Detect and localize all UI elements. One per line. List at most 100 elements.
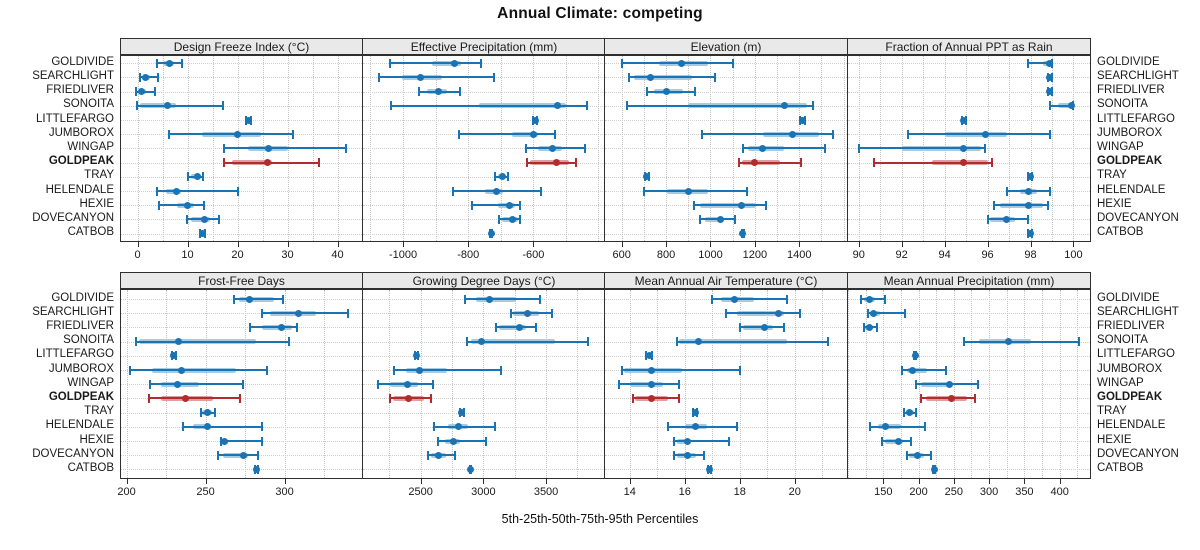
whisker-cap [868, 422, 871, 432]
median-dot [178, 366, 186, 374]
whisker-cap [214, 408, 217, 418]
grid-line [1024, 290, 1026, 478]
row-guide [121, 105, 362, 107]
median-dot [203, 409, 211, 417]
percentile-whisker [233, 298, 283, 300]
station-label-right: TRAY [1097, 405, 1127, 418]
row-guide [121, 398, 362, 400]
whisker-cap [672, 450, 675, 460]
whisker-cap [1005, 186, 1008, 196]
station-label-right: SEARCHLIGHT [1097, 69, 1179, 82]
row-guide [848, 299, 1090, 300]
percentile-whisker [526, 161, 577, 164]
median-dot [508, 215, 516, 223]
station-label-left: DOVECANYON [32, 447, 114, 460]
tick-mark [337, 242, 339, 247]
percentile-whisker [921, 397, 975, 400]
tick-mark [187, 242, 189, 247]
median-dot [692, 423, 700, 431]
whisker-cap [746, 186, 749, 196]
grid-line [900, 290, 902, 478]
median-dot [244, 116, 252, 124]
row-guide [848, 219, 1090, 221]
whisker-cap [764, 200, 767, 210]
whisker-cap [1048, 101, 1051, 111]
tick-mark [858, 242, 860, 247]
station-label-right: HEXIE [1097, 197, 1132, 210]
row-guide [848, 233, 1090, 235]
whisker-cap [800, 158, 803, 168]
row-guide [848, 455, 1090, 457]
whisker-cap [678, 379, 681, 389]
tick-mark [901, 242, 903, 247]
median-dot [981, 130, 989, 138]
whisker-cap [672, 436, 675, 446]
median-dot [869, 309, 877, 317]
whisker-cap [484, 436, 487, 446]
station-label-left: DOVECANYON [32, 211, 114, 224]
whisker-cap [915, 408, 918, 418]
whisker-cap [642, 186, 645, 196]
station-label-right: GOLDPEAK [1097, 155, 1163, 168]
median-dot [506, 201, 514, 209]
row-guide [848, 469, 1090, 471]
median-dot [233, 130, 241, 138]
whisker-cap [910, 436, 913, 446]
whisker-cap [153, 87, 156, 97]
grid-line [989, 290, 991, 478]
median-dot [412, 352, 420, 360]
whisker-cap [377, 379, 380, 389]
tick-mark [1059, 479, 1061, 484]
whisker-cap [923, 422, 926, 432]
median-dot [1027, 230, 1035, 238]
whisker-cap [727, 436, 730, 446]
median-dot [492, 187, 500, 195]
whisker-cap [986, 214, 989, 224]
strip: Fraction of Annual PPT as Rain [847, 38, 1091, 55]
tick-label: 600 [612, 249, 631, 261]
whisker-cap [156, 58, 158, 68]
whisker-cap [823, 143, 826, 153]
percentile-whisker [223, 147, 346, 150]
row-guide [363, 91, 605, 93]
whisker-cap [344, 143, 347, 153]
strip: Design Freeze Index (°C) [120, 38, 363, 55]
whisker-cap [458, 129, 461, 139]
median-dot [946, 380, 954, 388]
tick-label: 94 [938, 249, 951, 261]
row-guide [121, 469, 362, 471]
whisker-cap [147, 393, 150, 403]
station-label-right: HELENDALE [1097, 419, 1166, 432]
whisker-cap [466, 337, 469, 347]
grid-line [1042, 290, 1044, 478]
row-guide [363, 148, 605, 150]
median-dot [692, 409, 700, 417]
whisker-cap [199, 408, 202, 418]
tick-mark [629, 479, 631, 484]
tick-label: 18 [733, 486, 746, 498]
station-label-left: WINGAP [67, 140, 114, 153]
chart-title: Annual Climate: competing [497, 5, 703, 22]
median-dot [173, 187, 180, 195]
station-label-right: DOVECANYON [1097, 211, 1179, 224]
percentile-whisker [438, 440, 486, 442]
tick-mark [918, 479, 920, 484]
median-dot [911, 352, 919, 360]
whisker-cap [826, 337, 829, 347]
percentile-whisker [739, 161, 802, 164]
tick-label: 400 [1050, 486, 1069, 498]
strip-title: Effective Precipitation (mm) [410, 39, 558, 54]
station-label-left: JUMBOROX [48, 362, 114, 375]
station-label-right: HEXIE [1097, 433, 1132, 446]
whisker-cap [181, 58, 183, 68]
whisker-cap [693, 87, 696, 97]
percentile-whisker [676, 340, 828, 343]
station-label-left: GOLDPEAK [48, 155, 114, 168]
tick-label: 30 [281, 249, 294, 261]
row-guide [848, 176, 1090, 178]
tick-label: 3500 [533, 486, 559, 498]
grid-line [1077, 290, 1079, 478]
whisker-cap [389, 58, 392, 68]
grid-line [684, 290, 686, 478]
strip-title: Growing Degree Days (°C) [412, 273, 556, 288]
